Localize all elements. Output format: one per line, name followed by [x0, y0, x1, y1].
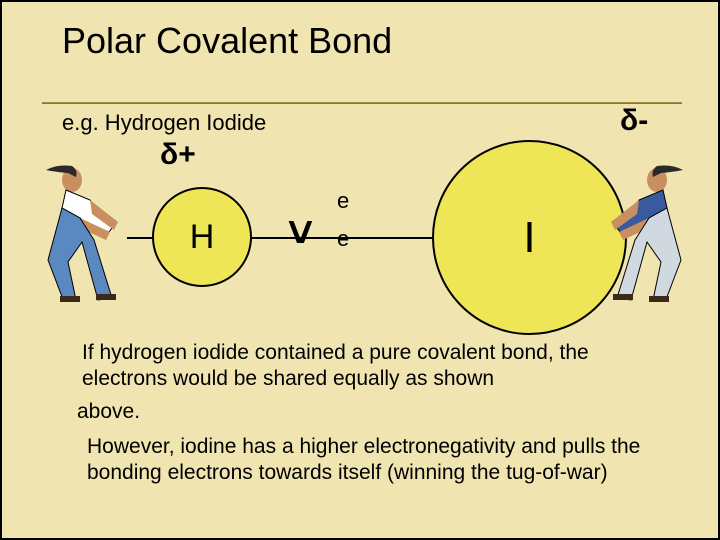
tug-figure-right — [597, 162, 687, 302]
hydrogen-label: H — [190, 218, 215, 257]
title-divider — [42, 102, 682, 104]
slide: Polar Covalent Bond e.g. Hydrogen Iodide… — [0, 0, 720, 540]
hydrogen-atom: H — [152, 187, 252, 287]
delta-minus-label: δ- — [620, 104, 648, 138]
explanation-paragraph-1b: above. — [77, 400, 140, 424]
electron-bottom: e — [337, 226, 349, 252]
explanation-paragraph-1: If hydrogen iodide contained a pure cova… — [82, 340, 662, 393]
iodine-label: I — [523, 213, 535, 263]
tug-figure-left — [42, 162, 132, 302]
delta-plus-label: δ+ — [160, 138, 196, 172]
electron-top: e — [337, 188, 349, 214]
electron-shift-arrow: > — [275, 219, 325, 245]
tug-of-war-diagram: δ+ δ- H > e e I — [42, 122, 682, 322]
explanation-paragraph-2: However, iodine has a higher electronega… — [87, 434, 657, 487]
slide-title: Polar Covalent Bond — [62, 20, 392, 62]
